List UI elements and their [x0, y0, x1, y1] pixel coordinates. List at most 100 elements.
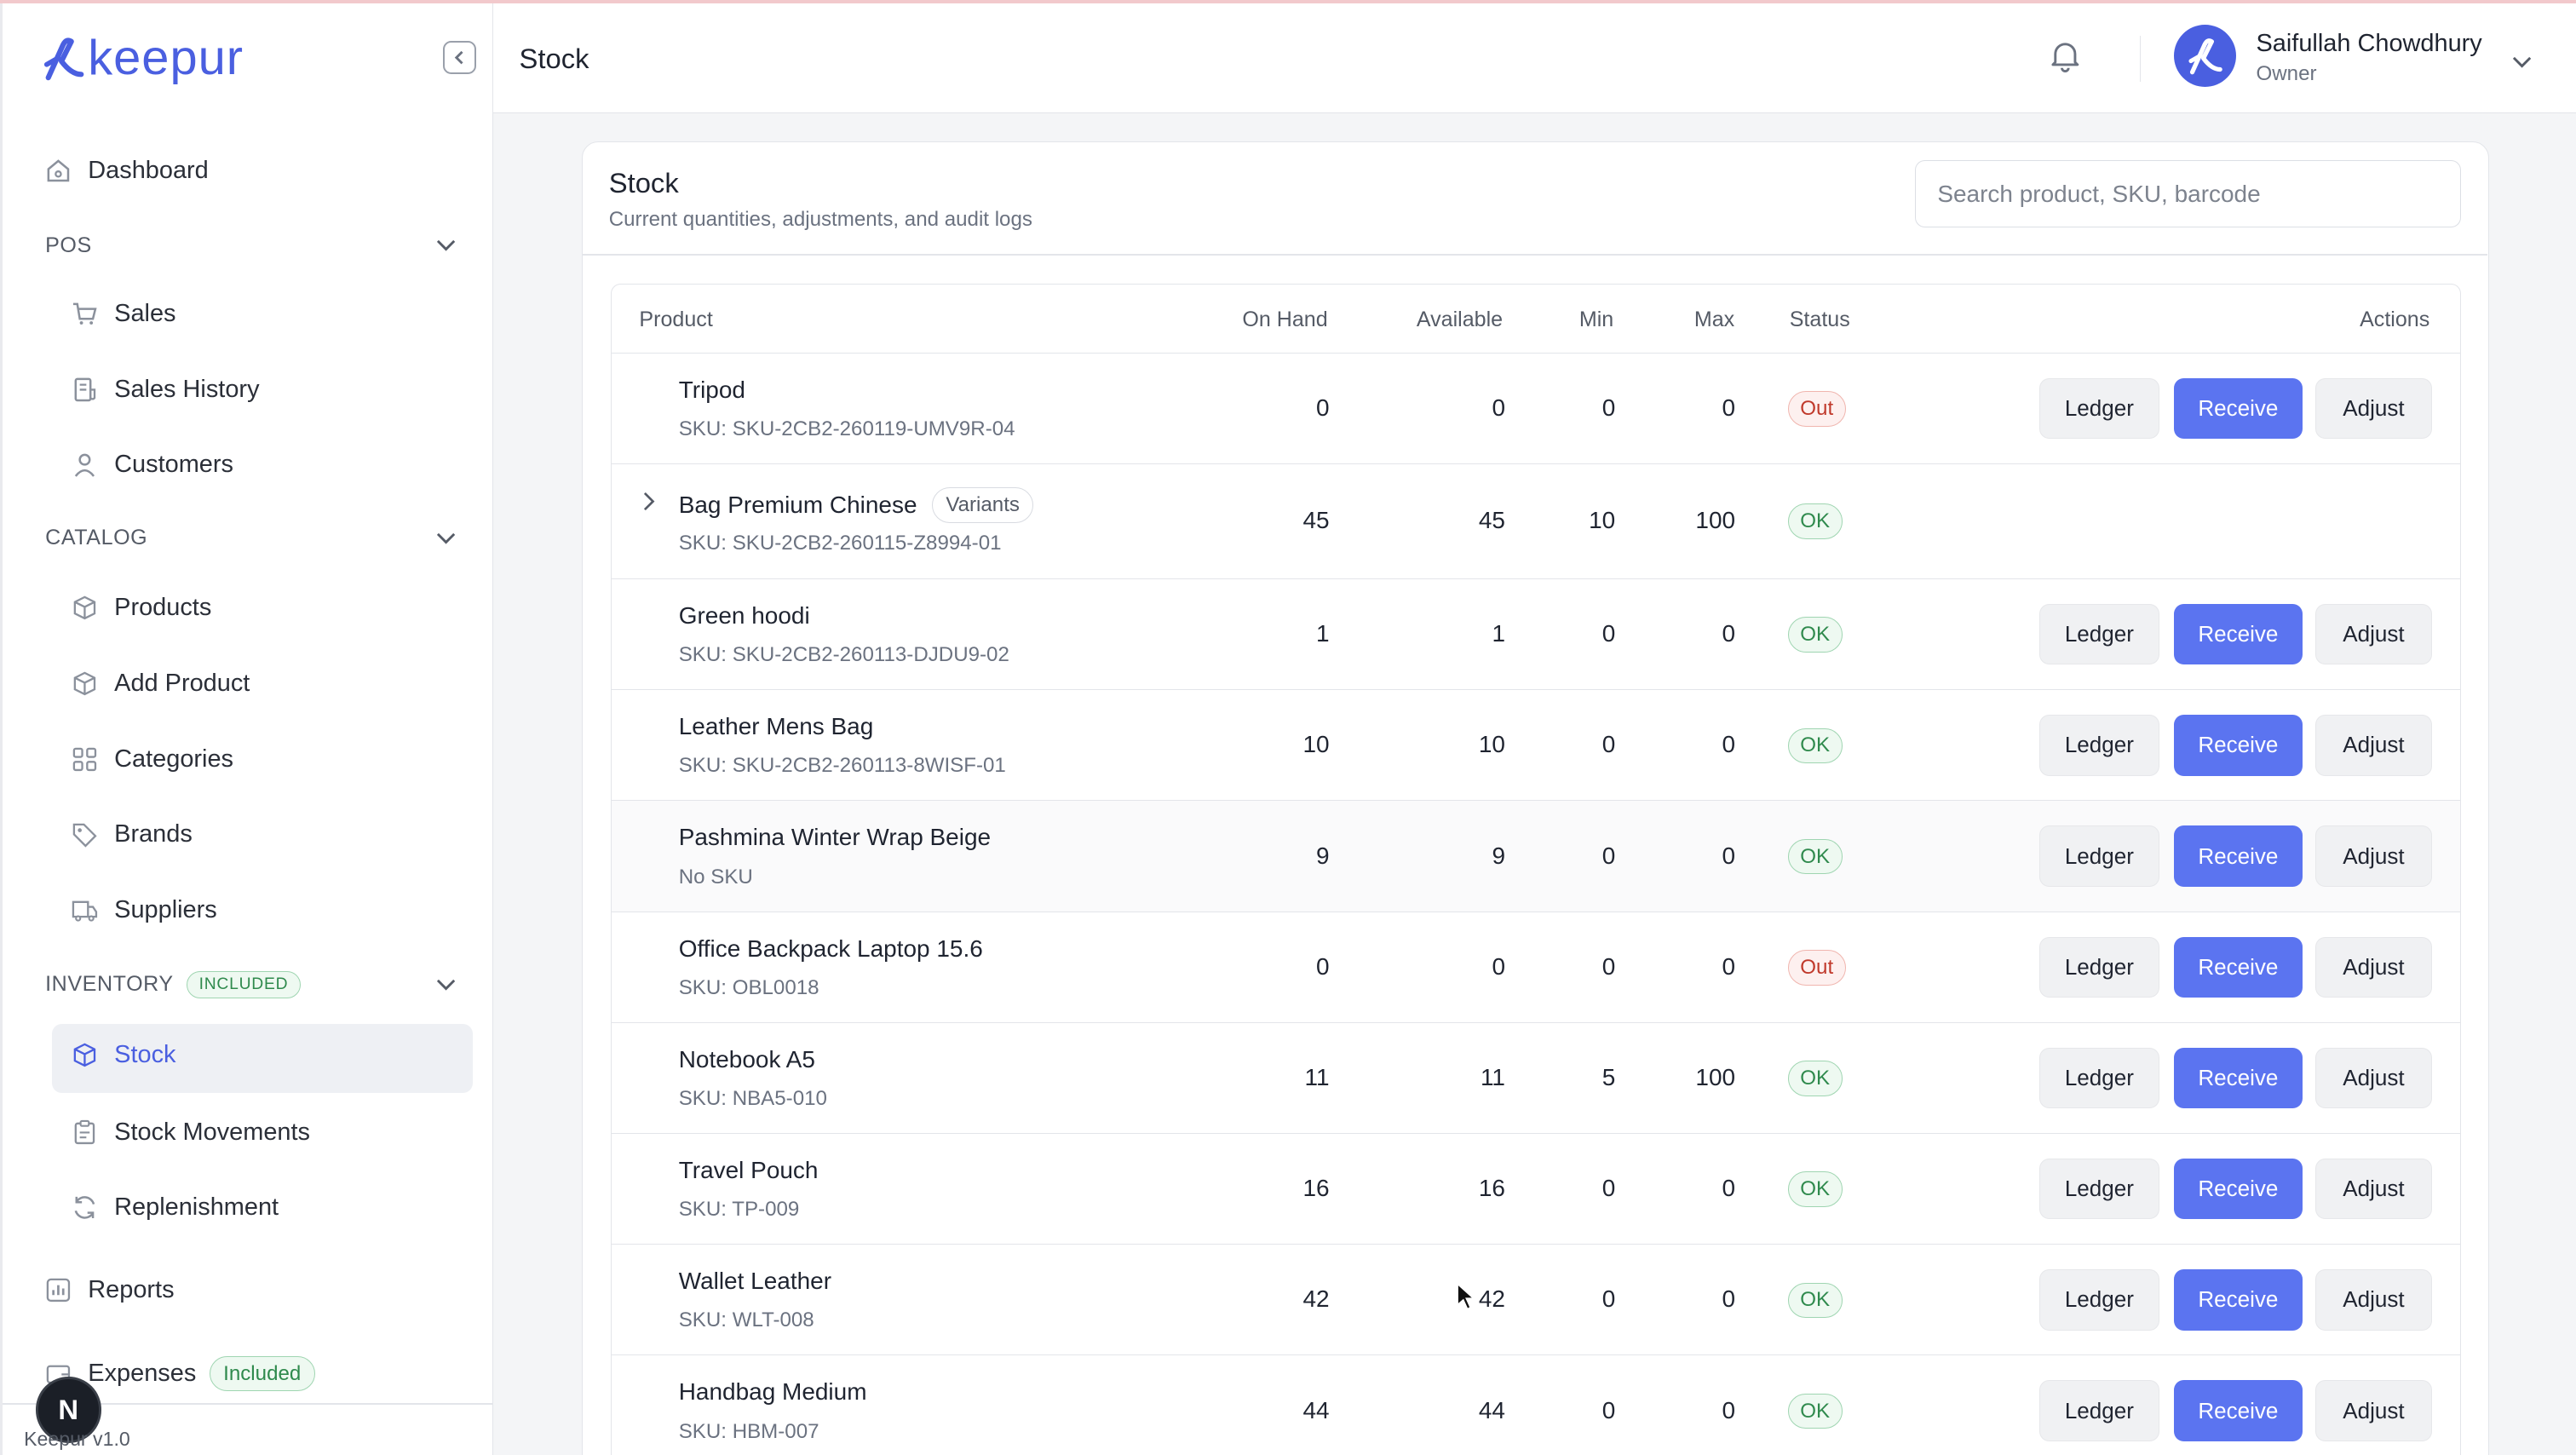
ledger-button[interactable]: Ledger: [2038, 715, 2159, 776]
sidebar-item-dashboard[interactable]: Dashboard: [45, 138, 209, 204]
cell-on-hand: 16: [1302, 1175, 1330, 1202]
table-row[interactable]: Green hoodi SKU: SKU-2CB2-260113-DJDU9-0…: [611, 579, 2460, 691]
sidebar-item-categories[interactable]: Categories: [72, 727, 233, 792]
sidebar-item-reports[interactable]: Reports: [45, 1257, 175, 1323]
adjust-button[interactable]: Adjust: [2315, 1380, 2432, 1441]
table-row[interactable]: Office Backpack Laptop 15.6 SKU: OBL0018…: [611, 912, 2460, 1023]
sidebar-item-add-product[interactable]: Add Product: [72, 651, 250, 716]
cell-min: 10: [1589, 507, 1616, 534]
receive-button[interactable]: Receive: [2174, 936, 2303, 998]
adjust-button[interactable]: Adjust: [2315, 1158, 2432, 1220]
table-row[interactable]: Bag Premium Chinese Variants SKU: SKU-2C…: [611, 464, 2460, 580]
col-min[interactable]: Min: [1578, 307, 1614, 331]
table-row[interactable]: Wallet Leather SKU: WLT-008 42 42 0 0 OK…: [611, 1245, 2460, 1356]
sidebar-item-products[interactable]: Products: [72, 575, 211, 641]
col-product[interactable]: Product: [639, 307, 713, 331]
adjust-button[interactable]: Adjust: [2315, 936, 2432, 998]
sidebar-item-suppliers[interactable]: Suppliers: [72, 877, 217, 943]
table-row[interactable]: Handbag Medium SKU: HBM-007 44 44 0 0 OK…: [612, 1355, 2460, 1455]
adjust-button[interactable]: Adjust: [2315, 377, 2432, 440]
sidebar-item-customers[interactable]: Customers: [72, 432, 233, 497]
cell-available: 9: [1492, 842, 1505, 869]
adjust-button[interactable]: Adjust: [2315, 603, 2432, 665]
cell-available: 0: [1492, 952, 1505, 980]
status-badge: OK: [1787, 838, 1843, 875]
sidebar-item-sales-history[interactable]: Sales History: [72, 357, 260, 423]
cell-min: 0: [1601, 1285, 1616, 1313]
receive-button[interactable]: Receive: [2174, 715, 2303, 776]
receive-button[interactable]: Receive: [2174, 377, 2303, 440]
devtools-badge[interactable]: N: [35, 1377, 101, 1443]
adjust-button[interactable]: Adjust: [2315, 1269, 2432, 1331]
grid-icon: [72, 746, 98, 773]
cell-on-hand: 45: [1302, 507, 1330, 534]
receive-button[interactable]: Receive: [2174, 1269, 2303, 1331]
chevron-down-icon[interactable]: [2512, 44, 2532, 75]
collapse-sidebar-icon[interactable]: [442, 41, 476, 74]
table-row[interactable]: Notebook A5 SKU: NBA5-010 11 11 5 100 OK…: [611, 1023, 2460, 1135]
sidebar-item-label: Suppliers: [114, 896, 217, 924]
bell-icon[interactable]: [2050, 39, 2080, 79]
sidebar-item-label: Expenses: [88, 1360, 197, 1388]
product-sku: SKU: SKU-2CB2-260113-8WISF-01: [678, 754, 1006, 778]
brand-logo[interactable]: keepur: [42, 30, 244, 86]
receive-button[interactable]: Receive: [2174, 825, 2303, 887]
col-max[interactable]: Max: [1693, 307, 1735, 331]
card-subtitle: Current quantities, adjustments, and aud…: [608, 208, 1032, 232]
ledger-button[interactable]: Ledger: [2038, 1380, 2159, 1441]
adjust-button[interactable]: Adjust: [2315, 715, 2432, 776]
search-input[interactable]: [1915, 160, 2461, 228]
receive-button[interactable]: Receive: [2174, 603, 2303, 665]
avatar[interactable]: [2174, 24, 2237, 88]
ledger-button[interactable]: Ledger: [2038, 1269, 2159, 1331]
section-pos[interactable]: POS: [45, 233, 456, 258]
included-badge: Included: [209, 1355, 315, 1392]
table-row[interactable]: Leather Mens Bag SKU: SKU-2CB2-260113-8W…: [611, 690, 2460, 802]
table-row[interactable]: Travel Pouch SKU: TP-009 16 16 0 0 OK Le…: [611, 1134, 2460, 1245]
col-available[interactable]: Available: [1416, 307, 1504, 331]
product-sku: SKU: SKU-2CB2-260113-DJDU9-02: [678, 643, 1009, 667]
user-name[interactable]: Saifullah Chowdhury: [2256, 29, 2482, 57]
receive-button[interactable]: Receive: [2174, 1158, 2303, 1220]
col-status[interactable]: Status: [1789, 307, 1850, 331]
receive-button[interactable]: Receive: [2174, 1047, 2303, 1109]
status-badge: Out: [1787, 391, 1846, 427]
cell-min: 0: [1601, 952, 1616, 980]
chevron-right-icon[interactable]: [642, 487, 655, 518]
clipboard-icon: [72, 1119, 98, 1146]
variants-badge: Variants: [931, 487, 1034, 523]
mouse-cursor-icon: [1456, 1281, 1476, 1319]
cell-on-hand: 0: [1316, 952, 1330, 980]
ledger-button[interactable]: Ledger: [2038, 936, 2159, 998]
table-row[interactable]: Pashmina Winter Wrap Beige No SKU 9 9 0 …: [611, 801, 2460, 912]
sidebar-item-replenishment[interactable]: Replenishment: [72, 1175, 279, 1240]
table-row[interactable]: Tripod SKU: SKU-2CB2-260119-UMV9R-04 0 0…: [611, 354, 2460, 464]
sidebar-item-sales[interactable]: Sales: [72, 281, 176, 347]
ledger-button[interactable]: Ledger: [2038, 1047, 2159, 1109]
section-inventory[interactable]: INVENTORY INCLUDED: [45, 971, 456, 998]
ledger-button[interactable]: Ledger: [2038, 377, 2159, 440]
receive-button[interactable]: Receive: [2174, 1380, 2303, 1441]
status-badge: OK: [1787, 1282, 1843, 1319]
receipt-icon: [72, 377, 98, 403]
product-name: Travel Pouch: [678, 1157, 819, 1184]
ledger-button[interactable]: Ledger: [2038, 603, 2159, 665]
cell-available: 44: [1478, 1396, 1505, 1423]
product-sku: SKU: TP-009: [678, 1198, 800, 1222]
adjust-button[interactable]: Adjust: [2315, 1047, 2432, 1109]
card-divider: [582, 254, 2487, 256]
sidebar-item-expenses[interactable]: Expenses Included: [45, 1341, 315, 1406]
box-icon: [72, 1042, 98, 1068]
col-on-hand[interactable]: On Hand: [1242, 307, 1328, 331]
section-catalog[interactable]: CATALOG: [45, 526, 456, 550]
sidebar-item-brands[interactable]: Brands: [72, 802, 193, 867]
sidebar-item-stock-movements[interactable]: Stock Movements: [72, 1099, 310, 1165]
ledger-button[interactable]: Ledger: [2038, 1158, 2159, 1220]
sidebar-item-stock[interactable]: Stock: [72, 1022, 176, 1088]
ledger-button[interactable]: Ledger: [2038, 825, 2159, 887]
adjust-button[interactable]: Adjust: [2315, 825, 2432, 887]
cell-on-hand: 42: [1302, 1285, 1330, 1313]
section-label: INVENTORY: [45, 972, 174, 997]
cell-max: 0: [1722, 1175, 1736, 1202]
app-version: Keepur v1.0: [24, 1428, 130, 1451]
